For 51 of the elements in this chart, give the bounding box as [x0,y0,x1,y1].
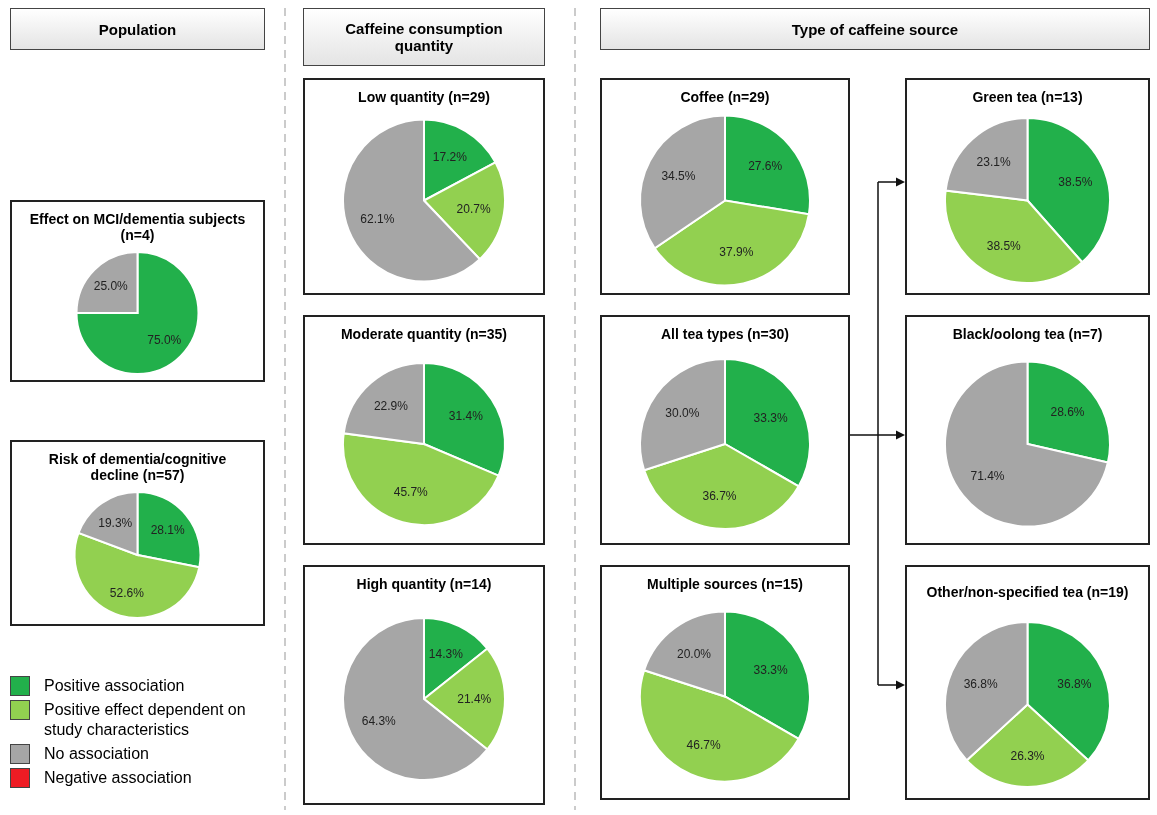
data-label: 30.0% [665,406,700,421]
data-label: 36.7% [702,489,737,504]
data-label: 34.5% [661,168,696,183]
pie-slice [75,251,200,375]
chart-title: Moderate quantity (n=35) [339,325,509,344]
data-label: 20.0% [677,646,712,661]
legend-label: Positive effect dependent on study characteristics [44,700,247,740]
text: Type of caffeine source [600,8,1150,50]
chart-title: Risk of dementia/cognitive decline (n=57) [47,450,228,485]
data-label: 25.0% [93,279,129,294]
data-label: 27.6% [748,159,783,174]
data-label: 71.4% [970,468,1005,483]
data-label: 38.5% [1058,175,1093,190]
data-label: 22.9% [373,399,409,414]
data-label: 36.8% [1057,676,1092,691]
data-label: 36.8% [963,676,998,691]
text: Population [10,8,265,50]
chart-title: Coffee (n=29) [679,88,771,107]
chart-title: Multiple sources (n=15) [646,575,804,594]
data-label: 38.5% [986,238,1022,253]
data-label: 23.1% [976,155,1011,170]
chart-title: Green tea (n=13) [971,88,1084,107]
legend-label: No association [44,744,149,764]
data-label: 31.4% [448,409,484,424]
chart-title: All tea types (n=30) [660,325,790,344]
data-label: 17.2% [432,150,468,165]
data-label: 14.3% [428,646,464,661]
chart-title: Black/oolong tea (n=7) [951,325,1104,344]
pie-slice [944,360,1109,528]
chart-title: Other/non-specified tea (n=19) [925,583,1130,602]
data-label: 28.6% [1050,405,1085,420]
data-label: 75.0% [147,332,182,347]
text: Caffeine consumption quantity [303,8,545,66]
legend-label: Positive association [44,676,185,696]
data-label: 28.1% [150,523,186,538]
chart-title: Low quantity (n=29) [357,88,491,107]
data-label: 62.1% [360,212,395,227]
data-label: 19.3% [98,515,133,530]
legend-label: Negative association [44,768,192,788]
data-label: 37.9% [719,244,754,259]
data-label: 52.6% [109,585,145,600]
data-label: 64.3% [361,713,397,728]
data-label: 33.3% [753,410,788,425]
chart-title: High quantity (n=14) [355,575,493,594]
data-label: 45.7% [393,485,429,500]
data-label: 21.4% [457,692,492,706]
data-label: 46.7% [686,737,721,752]
data-label: 26.3% [1010,748,1045,763]
chart-title: Effect on MCI/dementia subjects (n=4) [28,210,247,245]
data-label: 20.7% [456,201,491,216]
data-label: 33.3% [753,663,788,678]
